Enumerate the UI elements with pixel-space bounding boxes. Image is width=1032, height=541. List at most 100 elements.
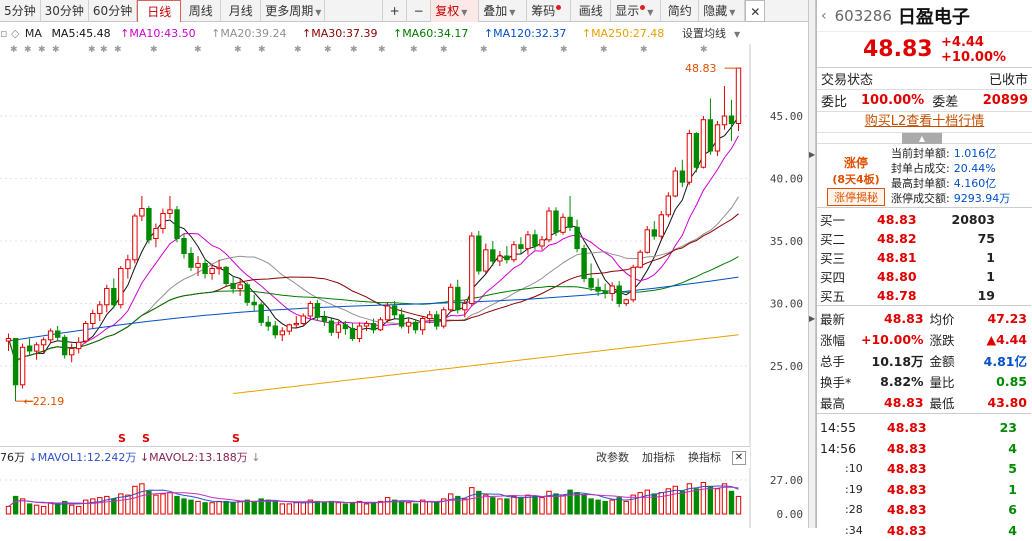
candle-body	[707, 119, 714, 152]
candle-body	[483, 249, 489, 272]
candle	[384, 302, 391, 323]
adjust-price-dropdown[interactable]: 复权 ▼	[431, 0, 480, 22]
limit-up-reveal-button[interactable]: 涨停揭秘	[827, 188, 885, 206]
volume-bar	[209, 502, 215, 515]
ob-volume: 75	[977, 231, 995, 246]
order-book-row: 买二 48.82 75	[817, 229, 1031, 248]
candle	[90, 309, 96, 329]
candle-body	[651, 229, 657, 237]
mavol2-line	[8, 486, 739, 507]
event-marker-icon: ✱	[324, 45, 332, 55]
volume-bar	[398, 500, 405, 515]
period-60min-tab[interactable]: 60分钟	[89, 0, 138, 22]
ma250-label: ↑MA250:27.48	[581, 27, 665, 40]
zoom-out-button[interactable]: −	[407, 0, 432, 22]
period-daily-tab[interactable]: 日线	[137, 0, 182, 22]
more-periods-dropdown[interactable]: 更多周期 ▼	[261, 0, 326, 22]
display-dropdown[interactable]: 显示 ▼	[611, 0, 662, 22]
switch-indicator-button[interactable]: 换指标	[688, 451, 721, 464]
ob-volume: 20803	[951, 212, 996, 227]
period-weekly-tab[interactable]: 周线	[181, 0, 222, 22]
period-30min-tab[interactable]: 30分钟	[41, 0, 89, 22]
tick-time: :19	[845, 482, 863, 496]
candle	[286, 323, 293, 335]
candle	[658, 211, 664, 239]
quote-row: 最高 48.83 最低 43.80	[817, 392, 1031, 413]
tick-time: 14:55	[820, 420, 857, 436]
expand-chevron-icon[interactable]: ▲	[902, 133, 942, 144]
volume-bar	[258, 498, 264, 515]
candle	[342, 321, 349, 335]
ma20-value: MA20:39.24	[220, 27, 287, 40]
volume-bar	[293, 502, 300, 515]
panel-splitter[interactable]: ▶ ▶	[808, 0, 816, 528]
candle	[497, 251, 503, 266]
period-monthly-tab[interactable]: 月线	[221, 0, 262, 22]
collapse-arrow-icon[interactable]: ▶	[809, 314, 816, 323]
y-tick-label: 45.00	[770, 110, 803, 123]
candle-body	[511, 244, 517, 261]
add-indicator-button[interactable]: 加指标	[642, 451, 675, 464]
overlay-dropdown[interactable]: 叠加 ▼	[479, 0, 528, 22]
kline-chart[interactable]: 45.00 40.00 35.00 30.00 25.00 48.83 ←22.19 ✱ ✱ ✱ ✱…	[0, 44, 808, 528]
volume-bar	[90, 498, 96, 515]
change-params-button[interactable]: 改参数	[596, 451, 629, 464]
candle	[125, 254, 131, 279]
candle-body	[356, 325, 363, 339]
candle	[279, 327, 286, 341]
limit-stat-row: 封单占成交: 20.44%	[891, 161, 1010, 176]
candle-body	[342, 324, 349, 330]
candle	[104, 284, 110, 313]
back-chevron-icon[interactable]: ‹	[821, 7, 827, 24]
volume-bar	[665, 488, 671, 515]
volume-bar	[181, 498, 187, 515]
candle	[314, 299, 321, 321]
volume-bar	[216, 500, 222, 515]
order-ratio-row: 委比 100.00% 委差 20899	[817, 90, 1032, 112]
candle	[434, 311, 440, 330]
simple-mode-button[interactable]: 简约	[661, 0, 700, 22]
ob-level: 买三	[820, 251, 846, 266]
candle	[272, 321, 279, 339]
volume-bar	[504, 498, 510, 515]
quote-value: 0.85	[996, 374, 1027, 389]
ma-settings-icon[interactable]: ▫ ◇	[0, 27, 20, 40]
hide-dropdown[interactable]: 隐藏 ▼	[699, 0, 746, 22]
ma-settings-button[interactable]: 设置均线 ▼	[682, 24, 746, 44]
draw-line-button[interactable]: 画线	[571, 0, 612, 22]
volume-bar	[146, 490, 152, 515]
quote-label: 最高	[820, 395, 846, 411]
volume-bar	[230, 502, 236, 515]
close-icon[interactable]: ✕	[745, 0, 766, 22]
volume-bar	[244, 499, 250, 515]
candle	[139, 196, 145, 221]
volume-bar	[12, 495, 19, 515]
l2-purchase-link[interactable]: 购买L2查看十档行情	[864, 114, 985, 129]
mavol2-value: MAVOL2:13.188万	[149, 451, 248, 464]
period-5min-tab[interactable]: 5分钟	[0, 0, 41, 22]
volume-bar	[721, 483, 728, 515]
volume-bar	[125, 494, 131, 515]
candle	[405, 318, 412, 334]
candle-body	[448, 286, 454, 311]
ob-price: 48.82	[877, 231, 917, 246]
candle	[363, 321, 370, 331]
chip-distribution-button[interactable]: 筹码	[527, 0, 572, 22]
candle	[265, 316, 271, 331]
candle-body	[244, 284, 250, 303]
tick-volume: 23	[999, 420, 1017, 436]
candle-body	[384, 305, 391, 321]
high-label: 48.83	[685, 62, 717, 75]
tick-time: 14:56	[820, 440, 857, 456]
candle	[244, 282, 250, 306]
close-icon[interactable]: ✕	[732, 451, 746, 465]
candle-body	[237, 284, 243, 290]
tick-time: :28	[845, 503, 863, 517]
collapse-arrow-icon[interactable]: ▶	[809, 150, 816, 159]
candle-body	[251, 301, 257, 306]
y-tick-label: 35.00	[770, 235, 803, 248]
candle-body	[398, 314, 405, 327]
volume-bar	[265, 499, 271, 515]
zoom-in-button[interactable]: +	[383, 0, 408, 22]
candle-body	[476, 235, 482, 272]
